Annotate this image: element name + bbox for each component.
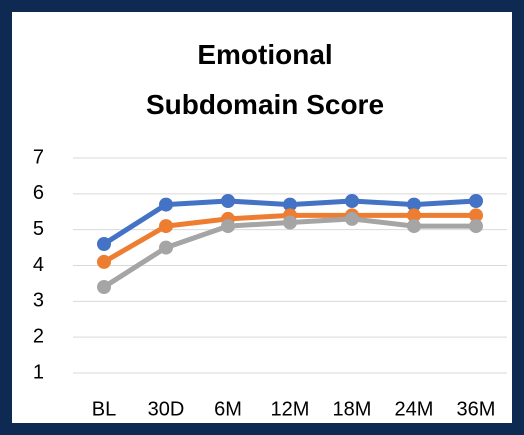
data-point	[469, 208, 483, 223]
data-point	[469, 219, 483, 234]
data-point	[345, 194, 359, 208]
y-tick-label: 5	[33, 218, 44, 240]
y-tick-label: 4	[33, 254, 44, 276]
y-tick-label: 7	[33, 146, 44, 168]
data-point	[407, 208, 421, 223]
data-point	[97, 237, 111, 251]
x-tick-label: BL	[92, 398, 116, 420]
x-tick-label: 6M	[214, 398, 242, 420]
data-point	[469, 194, 483, 208]
data-point	[283, 197, 297, 212]
x-tick-label: 18M	[333, 398, 372, 420]
data-point	[407, 219, 421, 234]
y-tick-label: 6	[33, 182, 44, 204]
x-tick-label: 24M	[395, 398, 434, 420]
data-point	[407, 197, 421, 212]
y-tick-label: 3	[33, 290, 44, 312]
data-point	[221, 219, 235, 234]
y-tick-label: 2	[33, 325, 44, 347]
data-point	[283, 215, 297, 230]
x-tick-label: 36M	[457, 398, 496, 420]
x-tick-label: 12M	[271, 398, 310, 420]
data-point	[97, 280, 111, 294]
data-point	[159, 240, 173, 255]
x-tick-label: 30D	[148, 398, 185, 420]
y-tick-label: 1	[33, 361, 44, 383]
data-point	[221, 194, 235, 208]
data-point	[345, 211, 359, 226]
data-point	[159, 219, 173, 234]
chart-title: Emotional Subdomain Score	[145, 39, 385, 120]
data-point	[159, 197, 173, 212]
data-point	[97, 254, 111, 269]
